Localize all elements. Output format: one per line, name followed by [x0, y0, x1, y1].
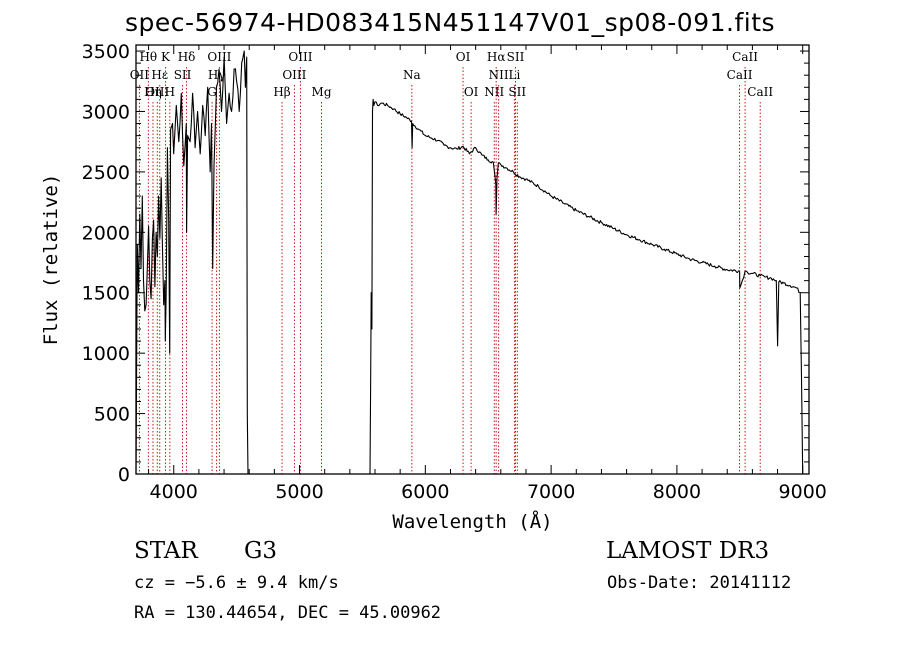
- line-label: OI: [456, 50, 471, 64]
- y-tick-label: 3000: [82, 101, 130, 123]
- line-label: G: [207, 85, 217, 99]
- line-label: SII: [508, 85, 526, 99]
- line-label: Hε: [151, 68, 168, 82]
- y-tick-label: 2500: [82, 162, 130, 184]
- y-tick-label: 3500: [82, 41, 130, 63]
- x-tick-label: 7000: [527, 481, 575, 503]
- line-label: NII: [484, 85, 504, 99]
- y-tick-label: 500: [94, 404, 130, 426]
- line-markers: [138, 67, 761, 474]
- line-label: Hη: [144, 85, 162, 99]
- line-label: Mg: [312, 85, 332, 99]
- y-tick-label: 2000: [82, 222, 130, 244]
- tick-labels: 4000 5000 6000 7000 8000 9000 0 500 1000 1500 2000…: [82, 41, 827, 503]
- y-tick-label: 0: [118, 464, 130, 486]
- line-label: Hα: [487, 50, 506, 64]
- y-tick-label: 1500: [82, 283, 130, 305]
- line-label: CaII: [727, 68, 753, 82]
- x-tick-label: 4000: [150, 481, 198, 503]
- object-subclass: G3: [244, 538, 278, 564]
- line-label: Hγ: [208, 68, 226, 82]
- line-label: OIII: [145, 85, 169, 99]
- survey-label: LAMOST DR3: [606, 538, 770, 564]
- line-label: OII: [130, 68, 150, 82]
- obs-date: Obs-Date: 20141112: [607, 573, 792, 593]
- line-label: K: [161, 50, 171, 64]
- line-label: NII: [489, 68, 509, 82]
- redshift-info: cz = −5.6 ± 9.4 km/s: [134, 573, 339, 593]
- line-label: Hδ: [178, 50, 196, 64]
- line-label: OI: [464, 85, 479, 99]
- line-label: Na: [403, 68, 421, 82]
- plot-frame: [135, 44, 810, 475]
- y-tick-label: 1000: [82, 343, 130, 365]
- spectrum-line: [135, 50, 804, 475]
- line-label: H: [165, 85, 175, 99]
- line-label: SII: [507, 50, 525, 64]
- line-label: Li: [508, 68, 520, 82]
- line-label: OIII: [282, 68, 306, 82]
- line-label: OIII: [288, 50, 312, 64]
- x-tick-label: 6000: [401, 481, 449, 503]
- x-axis-label: Wavelength (Å): [392, 510, 552, 533]
- line-label: CaII: [747, 85, 773, 99]
- line-label: SII: [174, 68, 192, 82]
- line-label: Hθ: [139, 50, 157, 64]
- coordinates: RA = 130.44654, DEC = 45.00962: [134, 603, 442, 623]
- axis-ticks: [136, 45, 809, 475]
- object-class: STAR: [134, 538, 198, 564]
- line-label: OIII: [207, 50, 231, 64]
- line-label: Hβ: [273, 85, 290, 99]
- line-label: CaII: [732, 50, 758, 64]
- y-axis-label: Flux (relative): [40, 174, 62, 346]
- x-tick-label: 8000: [653, 481, 701, 503]
- x-tick-label: 9000: [779, 481, 827, 503]
- x-tick-label: 5000: [275, 481, 323, 503]
- chart-title: spec-56974-HD083415N451147V01_sp08-091.f…: [124, 8, 776, 37]
